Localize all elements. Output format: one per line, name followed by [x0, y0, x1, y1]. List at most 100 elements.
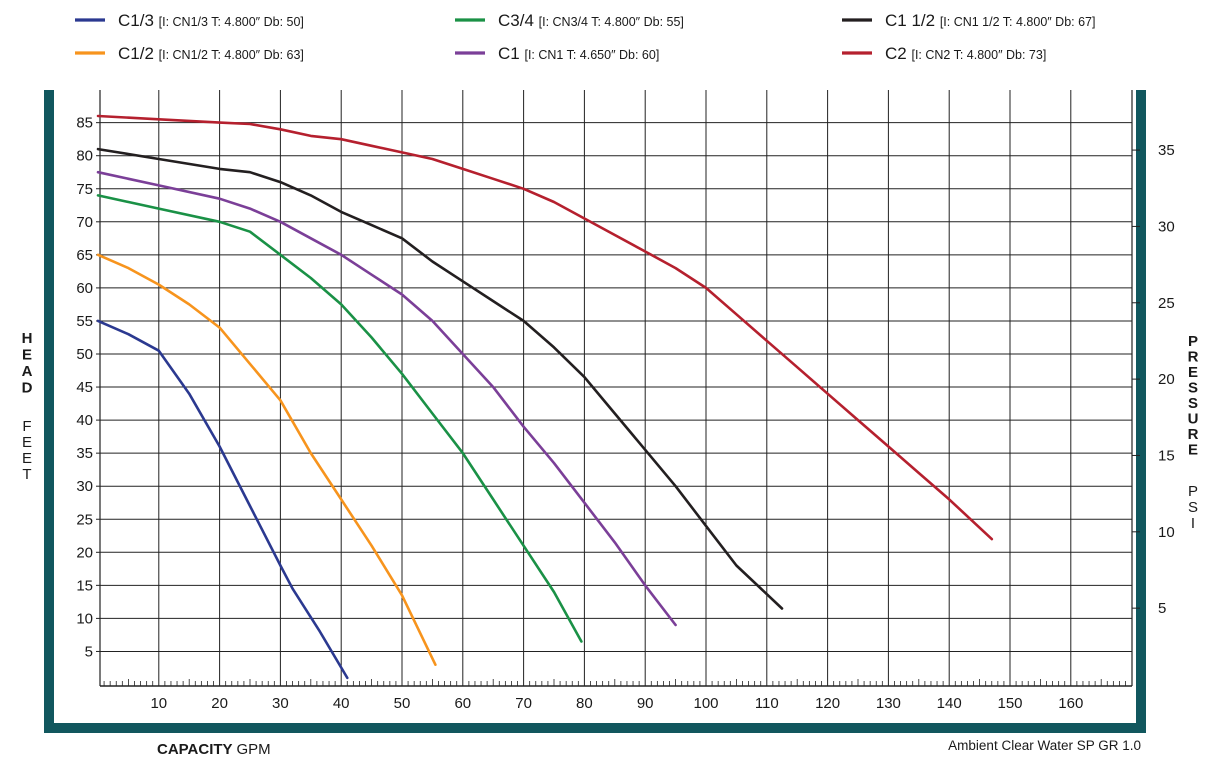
y-right-label-bold-char: R: [1188, 349, 1199, 366]
legend-label-c2: C2 [I: CN2 T: 4.800″ Db: 73]: [885, 44, 1046, 63]
y-right-label-unit: PSI: [1188, 483, 1198, 532]
x-axis-label: CAPACITY GPM: [157, 741, 271, 758]
series-line-c1-2: [96, 253, 437, 666]
legend-detail: [I: CN1/3 T: 4.800″ Db: 50]: [159, 15, 304, 29]
y-right-label-bold-char: R: [1188, 426, 1199, 443]
legend-detail: [I: CN3/4 T: 4.800″ Db: 55]: [539, 15, 684, 29]
y-left-tick-label-75: 75: [76, 181, 93, 198]
x-tick-label-130: 130: [876, 695, 901, 712]
grid: [99, 90, 1133, 687]
y-left-label-bold-char: A: [22, 363, 33, 380]
legend-label-c1: C1 [I: CN1 T: 4.650″ Db: 60]: [498, 44, 659, 63]
y-left-tick-labels: 5 10 15 20 25 30 35 40 45 50 55 60 65 70 75 80 85: [76, 115, 93, 661]
y-left-tick-label-15: 15: [76, 577, 93, 594]
legend-label-c1-1-2: C1 1/2 [I: CN1 1/2 T: 4.800″ Db: 67]: [885, 11, 1095, 30]
y-right-label-unit-char: P: [1188, 483, 1198, 500]
x-axis-label-bold: CAPACITY: [157, 741, 236, 758]
y-left-tick-label-20: 20: [76, 544, 93, 561]
series-line-c2: [96, 114, 994, 541]
legend-key: C1/2: [118, 44, 159, 63]
y-right-tick-label-30: 30: [1158, 218, 1175, 235]
y-left-tick-label-40: 40: [76, 412, 93, 429]
legend-item-c1: C1 [I: CN1 T: 4.650″ Db: 60]: [455, 44, 659, 63]
x-tick-label-70: 70: [515, 695, 532, 712]
y-right-tick-label-5: 5: [1158, 600, 1166, 617]
y-left-tick-label-85: 85: [76, 115, 93, 132]
y-left-label-unit-char: F: [22, 418, 31, 435]
legend-key: C3/4: [498, 11, 539, 30]
y-right-label-bold-char: E: [1188, 442, 1198, 459]
legend-key: C1 1/2: [885, 11, 940, 30]
x-tick-label-150: 150: [997, 695, 1022, 712]
series-line-c1: [96, 170, 677, 627]
y-left-tick-label-55: 55: [76, 313, 93, 330]
legend-label-c1-2: C1/2 [I: CN1/2 T: 4.800″ Db: 63]: [118, 44, 304, 63]
x-minor-ticks: [96, 122, 1126, 686]
series-line-c1-3: [96, 319, 349, 680]
y-right-tick-label-10: 10: [1158, 524, 1175, 541]
legend-item-c2: C2 [I: CN2 T: 4.800″ Db: 73]: [842, 44, 1046, 63]
y-left-tick-label-35: 35: [76, 445, 93, 462]
y-left-tick-label-30: 30: [76, 478, 93, 495]
legend-key: C1/3: [118, 11, 159, 30]
y-left-label-unit-char: T: [22, 466, 31, 483]
y-right-tick-label-20: 20: [1158, 371, 1175, 388]
y-left-tick-label-10: 10: [76, 610, 93, 627]
x-tick-label-30: 30: [272, 695, 289, 712]
x-tick-label-10: 10: [150, 695, 167, 712]
y-right-label-bold-char: E: [1188, 364, 1198, 381]
y-right-tick-label-15: 15: [1158, 447, 1175, 464]
legend-item-c1-3: C1/3 [I: CN1/3 T: 4.800″ Db: 50]: [75, 11, 304, 30]
legend-detail: [I: CN1/2 T: 4.800″ Db: 63]: [159, 48, 304, 62]
legend-label-c3-4: C3/4 [I: CN3/4 T: 4.800″ Db: 55]: [498, 11, 684, 30]
y-left-tick-label-65: 65: [76, 247, 93, 264]
y-right-label-unit-char: I: [1191, 515, 1195, 532]
y-left-label-bold-char: D: [22, 380, 33, 397]
x-tick-label-50: 50: [394, 695, 411, 712]
legend-item-c3-4: C3/4 [I: CN3/4 T: 4.800″ Db: 55]: [455, 11, 684, 30]
legend-detail: [I: CN2 T: 4.800″ Db: 73]: [911, 48, 1046, 62]
y-right-label-bold-char: S: [1188, 395, 1198, 412]
y-left-label-unit-char: E: [22, 434, 32, 451]
x-tick-label-80: 80: [576, 695, 593, 712]
legend-item-c1-1-2: C1 1/2 [I: CN1 1/2 T: 4.800″ Db: 67]: [842, 11, 1095, 30]
y-left-tick-label-45: 45: [76, 379, 93, 396]
series-lines: [96, 114, 994, 680]
x-tick-label-110: 110: [755, 695, 779, 712]
x-tick-label-160: 160: [1058, 695, 1083, 712]
y-left-tick-label-80: 80: [76, 148, 93, 165]
y-left-label-bold-char: H: [22, 330, 33, 347]
legend-detail: [I: CN1 T: 4.650″ Db: 60]: [524, 48, 659, 62]
legend-detail: [I: CN1 1/2 T: 4.800″ Db: 67]: [940, 15, 1096, 29]
y-right-label-bold-char: U: [1188, 411, 1199, 428]
legend: C1/3 [I: CN1/3 T: 4.800″ Db: 50] C1/2 [I:…: [75, 11, 1095, 63]
series-line-c3-4: [96, 194, 583, 643]
y-right-label-bold-char: P: [1188, 333, 1198, 350]
y-right-label-unit-char: S: [1188, 499, 1198, 516]
x-axis-label-unit: GPM: [236, 741, 270, 758]
y-left-tick-label-25: 25: [76, 511, 93, 528]
series-line-c1-1-2: [96, 147, 784, 610]
legend-item-c1-2: C1/2 [I: CN1/2 T: 4.800″ Db: 63]: [75, 44, 304, 63]
y-right-label-bold-char: S: [1188, 380, 1198, 397]
y-left-label-unit-char: E: [22, 450, 32, 467]
x-tick-label-90: 90: [637, 695, 654, 712]
y-right-tick-label-25: 25: [1158, 295, 1175, 312]
y-left-tick-label-70: 70: [76, 214, 93, 231]
y-right-tick-labels: 5 10 15 20 25 30 35: [1132, 142, 1175, 617]
y-left-tick-label-60: 60: [76, 280, 93, 297]
legend-label-c1-3: C1/3 [I: CN1/3 T: 4.800″ Db: 50]: [118, 11, 304, 30]
x-tick-label-40: 40: [333, 695, 350, 712]
x-tick-label-20: 20: [211, 695, 228, 712]
footnote: Ambient Clear Water SP GR 1.0: [948, 738, 1141, 753]
legend-key: C2: [885, 44, 911, 63]
x-tick-label-60: 60: [454, 695, 471, 712]
x-tick-label-100: 100: [693, 695, 718, 712]
chart-frame: [44, 90, 1146, 733]
